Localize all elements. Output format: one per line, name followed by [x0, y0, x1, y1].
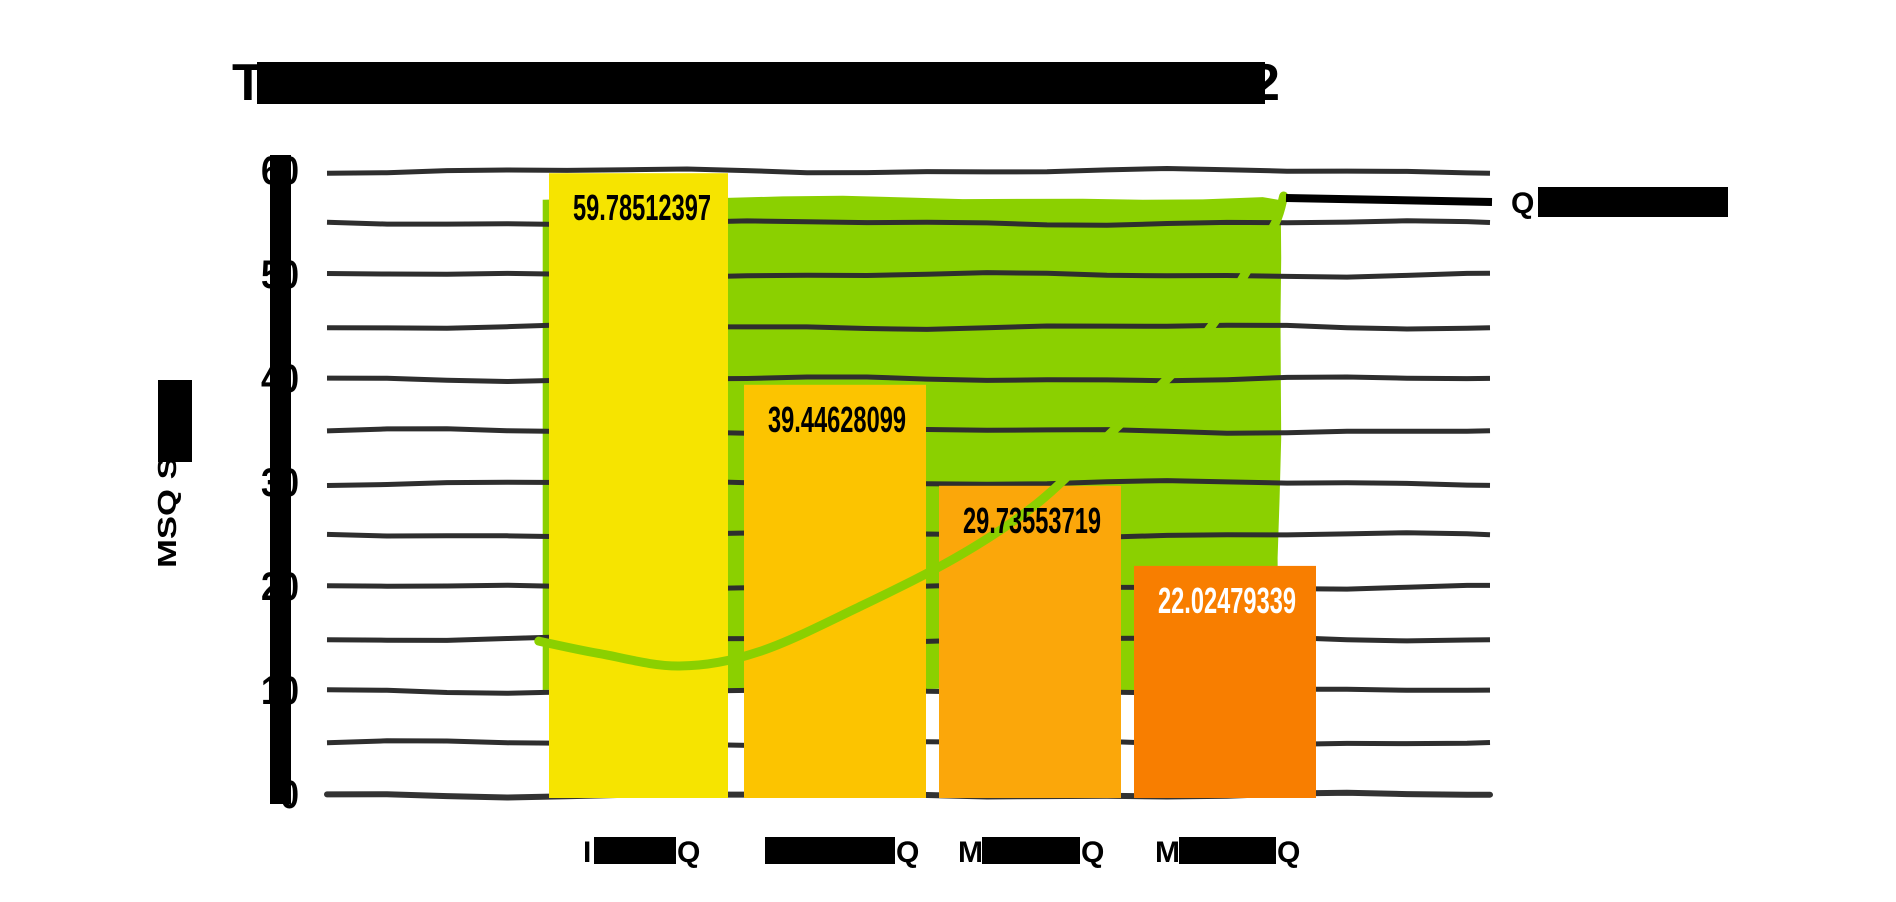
x-tick-1-prefix: I — [583, 836, 591, 869]
x-tick-1-redaction-box — [594, 837, 676, 864]
gridline — [326, 166, 1491, 176]
line-series-layer — [534, 191, 1289, 671]
x-axis-line — [324, 789, 1493, 801]
gridline — [326, 686, 1491, 696]
x-tick-3-suffix: Q — [1081, 836, 1104, 869]
x-tick-label-2: Q — [765, 836, 919, 869]
legend: Q — [1285, 187, 1728, 220]
line-series — [534, 191, 1289, 671]
gridlines-layer — [326, 166, 1491, 748]
legend-visible-prefix: Q — [1511, 187, 1534, 220]
legend-redaction-box — [1538, 187, 1728, 217]
x-tick-1-suffix: Q — [677, 836, 700, 869]
gridline — [326, 478, 1491, 488]
bar — [1134, 565, 1316, 798]
gridline — [326, 374, 1491, 384]
gridline — [326, 270, 1491, 280]
x-tick-2-suffix: Q — [896, 836, 919, 869]
gridline — [326, 426, 1491, 436]
y-axis-redaction-bar — [270, 155, 291, 804]
x-tick-4-suffix: Q — [1277, 836, 1300, 869]
legend-line-marker — [1285, 194, 1493, 206]
bar-value-label: 22.02479339 — [1158, 580, 1296, 621]
x-tick-3-redaction-box — [982, 837, 1080, 864]
bar — [549, 173, 728, 798]
y-axis-title-redaction-box — [158, 380, 192, 462]
bar — [939, 485, 1121, 798]
x-tick-label-3: M Q — [958, 836, 1104, 869]
gridline — [326, 634, 1491, 644]
gridline — [326, 218, 1491, 228]
gridline — [326, 322, 1491, 332]
bar-value-label: 59.78512397 — [573, 187, 711, 228]
gridline — [326, 582, 1490, 592]
x-tick-4-redaction-box — [1179, 837, 1276, 864]
x-tick-label-4: M Q — [1155, 836, 1300, 869]
bar-value-label: 29.73553719 — [963, 500, 1101, 541]
x-tick-4-prefix: M — [1155, 836, 1180, 869]
x-tick-label-1: I Q — [583, 836, 700, 869]
gridline — [326, 738, 1491, 748]
x-tick-2-redaction-box — [765, 837, 895, 864]
bars-layer — [549, 173, 1316, 798]
bar-value-label: 39.44628099 — [768, 399, 906, 440]
x-tick-3-prefix: M — [958, 836, 983, 869]
title-redaction-box — [257, 62, 1265, 104]
value-labels-layer: 59.78512397 39.44628099 29.73553719 22.0247… — [573, 187, 1296, 621]
gridline — [326, 530, 1491, 540]
